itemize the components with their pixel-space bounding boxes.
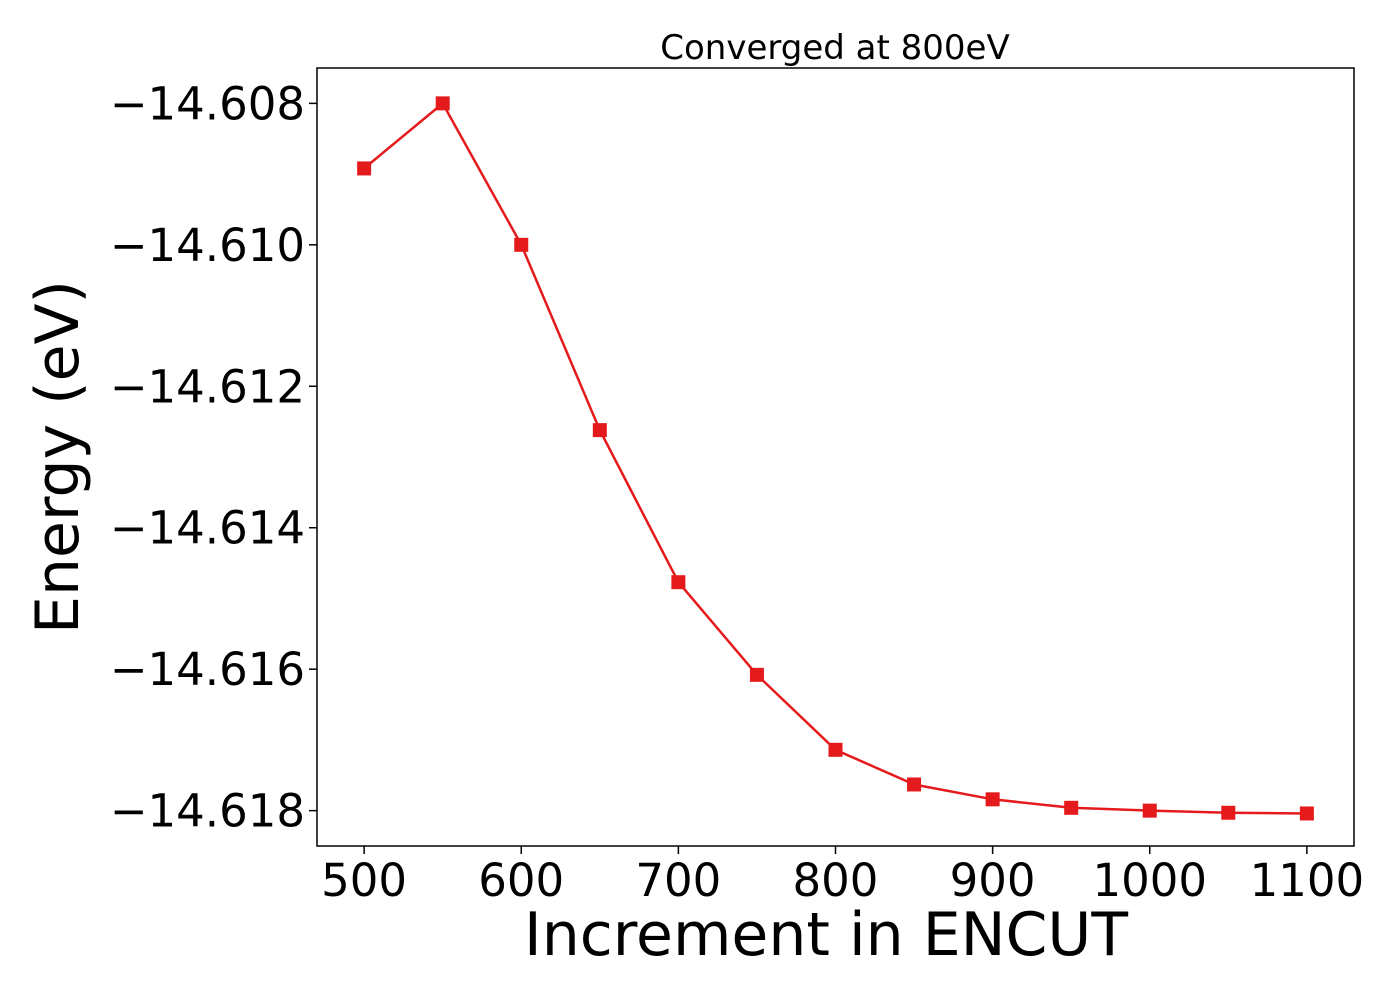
data-point-marker bbox=[828, 742, 843, 757]
x-tick-label: 900 bbox=[950, 854, 1036, 907]
x-axis-label: Increment in ENCUT bbox=[524, 900, 1128, 970]
x-tick-label: 700 bbox=[635, 854, 721, 907]
y-tick-label: −14.608 bbox=[110, 77, 305, 130]
x-tick-label: 800 bbox=[793, 854, 879, 907]
y-tick-label: −14.610 bbox=[110, 219, 305, 272]
x-axis: 500 600 700 800 900 1000 1100 bbox=[321, 846, 1364, 907]
data-point-marker bbox=[592, 423, 607, 438]
data-point-marker bbox=[1299, 806, 1314, 821]
data-point-marker bbox=[357, 161, 372, 176]
data-point-marker bbox=[985, 792, 1000, 807]
data-point-marker bbox=[907, 777, 922, 792]
x-tick-label: 1100 bbox=[1250, 854, 1365, 907]
y-tick-label: −14.614 bbox=[110, 502, 305, 555]
plot-area bbox=[357, 96, 1314, 821]
data-point-marker bbox=[1221, 805, 1236, 820]
x-tick-label: 500 bbox=[321, 854, 407, 907]
x-tick-label: 600 bbox=[478, 854, 564, 907]
y-axis: −14.608 −14.610 −14.612 −14.614 −14.616 −14.6… bbox=[110, 77, 317, 838]
data-point-marker bbox=[1142, 803, 1157, 818]
data-point-marker bbox=[671, 575, 686, 590]
y-tick-label: −14.616 bbox=[110, 643, 305, 696]
data-point-marker bbox=[435, 96, 450, 111]
y-axis-label: Energy (eV) bbox=[23, 280, 93, 634]
data-point-marker bbox=[749, 667, 764, 682]
data-point-marker bbox=[1064, 800, 1079, 815]
x-tick-label: 1000 bbox=[1092, 854, 1207, 907]
chart-title: Converged at 800eV bbox=[660, 28, 1009, 68]
y-tick-label: −14.612 bbox=[110, 360, 305, 413]
data-point-marker bbox=[514, 237, 529, 252]
y-tick-label: −14.618 bbox=[110, 785, 305, 838]
